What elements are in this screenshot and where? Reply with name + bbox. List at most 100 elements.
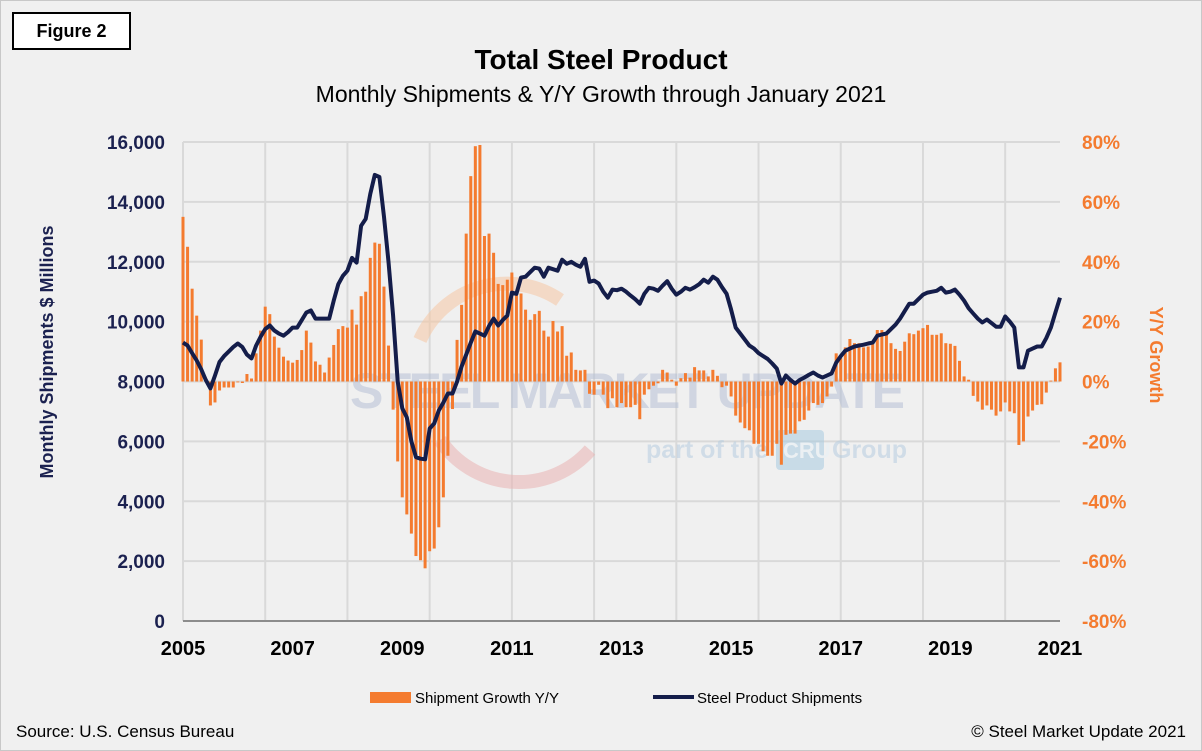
growth-bar bbox=[281, 356, 285, 382]
growth-bar bbox=[967, 379, 971, 382]
growth-bar bbox=[651, 381, 655, 386]
growth-bar bbox=[199, 339, 203, 382]
growth-bar bbox=[697, 370, 701, 382]
growth-bar bbox=[574, 369, 578, 382]
growth-bar bbox=[409, 381, 413, 534]
growth-bar bbox=[295, 359, 299, 382]
growth-bar bbox=[432, 381, 436, 549]
growth-bar bbox=[770, 381, 774, 456]
x-tick-label: 2015 bbox=[709, 638, 754, 660]
growth-bar bbox=[903, 341, 907, 382]
growth-bar bbox=[286, 360, 290, 382]
growth-bar bbox=[944, 343, 948, 382]
growth-bar bbox=[971, 381, 975, 396]
growth-bar bbox=[222, 381, 226, 388]
source-note: Source: U.S. Census Bureau bbox=[16, 722, 235, 741]
x-tick-label: 2011 bbox=[490, 638, 533, 660]
y-tick-label-right: -20% bbox=[1082, 432, 1126, 453]
growth-bar bbox=[798, 381, 802, 422]
growth-bar bbox=[227, 381, 231, 388]
growth-bar bbox=[464, 233, 468, 382]
growth-bar bbox=[514, 291, 518, 382]
growth-bar bbox=[766, 381, 770, 456]
y-tick-label-right: 20% bbox=[1082, 313, 1120, 334]
growth-bar bbox=[446, 381, 450, 456]
growth-bar bbox=[624, 381, 628, 408]
growth-bar bbox=[551, 321, 555, 382]
y-tick-label-left: 6,000 bbox=[117, 432, 165, 453]
growth-bar bbox=[291, 362, 295, 382]
y-tick-label-left: 14,000 bbox=[107, 193, 165, 214]
growth-bar bbox=[729, 381, 733, 397]
growth-bar bbox=[597, 381, 601, 385]
growth-bar bbox=[323, 372, 327, 382]
copyright-note: © Steel Market Update 2021 bbox=[971, 722, 1186, 741]
watermark-swoosh-bottom bbox=[434, 435, 596, 490]
growth-bar bbox=[629, 381, 633, 408]
growth-bar bbox=[231, 381, 235, 388]
growth-bar bbox=[387, 345, 391, 382]
growth-bar bbox=[674, 381, 678, 386]
growth-bar bbox=[779, 381, 783, 465]
growth-bar bbox=[620, 381, 623, 404]
growth-bar bbox=[350, 309, 354, 382]
growth-bar bbox=[1053, 368, 1057, 382]
growth-bar bbox=[505, 279, 509, 382]
x-tick-label: 2019 bbox=[928, 638, 973, 660]
growth-bar bbox=[240, 381, 244, 383]
growth-bar bbox=[1044, 381, 1048, 393]
growth-bar bbox=[738, 381, 742, 423]
growth-bar bbox=[935, 334, 939, 382]
growth-bar bbox=[615, 381, 619, 408]
y-tick-label-left: 4,000 bbox=[117, 492, 165, 513]
y-tick-label-left: 2,000 bbox=[117, 552, 165, 573]
growth-bar bbox=[556, 331, 560, 382]
growth-bar bbox=[784, 381, 788, 435]
growth-bar bbox=[880, 330, 884, 382]
growth-bar bbox=[702, 370, 706, 382]
growth-bars bbox=[181, 144, 1062, 569]
growth-bar bbox=[848, 338, 852, 382]
x-tick-label: 2017 bbox=[819, 638, 864, 660]
growth-bar bbox=[866, 346, 870, 382]
growth-bar bbox=[802, 381, 806, 420]
growth-bar bbox=[195, 315, 199, 382]
y-tick-label-right: 0% bbox=[1082, 373, 1110, 394]
growth-bar bbox=[263, 306, 267, 382]
growth-bar bbox=[807, 381, 811, 411]
watermark-part-of: part of the bbox=[646, 436, 768, 464]
growth-bar bbox=[747, 381, 751, 431]
growth-bar bbox=[830, 381, 834, 387]
growth-bar bbox=[907, 333, 911, 382]
growth-bar bbox=[391, 381, 395, 410]
growth-bar bbox=[528, 319, 532, 382]
y-tick-label-right: 60% bbox=[1082, 193, 1120, 214]
growth-bar bbox=[455, 339, 459, 382]
x-tick-label: 2005 bbox=[161, 638, 206, 660]
growth-bar bbox=[953, 345, 957, 382]
y-axis-title-left: Monthly Shipments $ Millions bbox=[37, 225, 57, 478]
growth-bar bbox=[345, 327, 349, 382]
growth-bar bbox=[487, 233, 491, 382]
growth-bar bbox=[592, 381, 596, 395]
growth-bar bbox=[720, 381, 724, 388]
growth-bar bbox=[496, 283, 500, 382]
y-tick-label-left: 0 bbox=[154, 612, 165, 633]
y-tick-label-right: -40% bbox=[1082, 492, 1126, 513]
growth-bar bbox=[218, 381, 222, 391]
growth-bar bbox=[368, 257, 372, 382]
growth-bar bbox=[793, 381, 797, 434]
growth-bar bbox=[355, 324, 359, 382]
growth-bar bbox=[656, 381, 660, 384]
growth-bar bbox=[715, 375, 719, 382]
growth-bar bbox=[482, 236, 486, 382]
chart-title: Total Steel Product bbox=[474, 44, 728, 75]
growth-bar bbox=[542, 330, 546, 382]
growth-bar bbox=[327, 357, 331, 382]
y-tick-label-left: 12,000 bbox=[107, 253, 165, 274]
growth-bar bbox=[313, 361, 317, 382]
growth-bar bbox=[825, 381, 829, 397]
growth-bar bbox=[419, 381, 423, 561]
growth-bar bbox=[1021, 381, 1025, 442]
